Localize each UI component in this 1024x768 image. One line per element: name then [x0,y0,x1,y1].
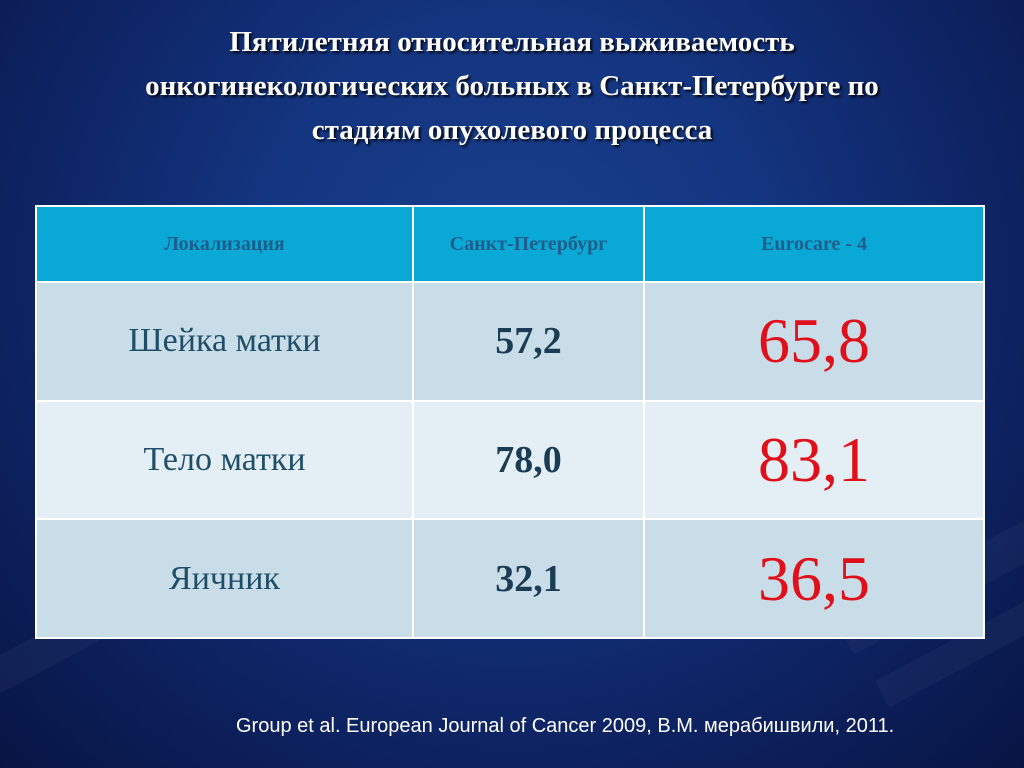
eurocare-value-cell: 65,8 [643,281,985,402]
spb-value-cell: 32,1 [412,518,645,639]
table-row: Яичник 32,1 36,5 [35,518,985,639]
survival-table: Локализация Санкт-Петербург Eurocare - 4… [35,205,985,639]
column-header-saint-petersburg: Санкт-Петербург [412,205,645,283]
spb-value-cell: 57,2 [412,281,645,402]
source-citation: Group et al. European Journal of Cancer … [236,715,895,737]
table-row: Шейка матки 57,2 65,8 [35,281,985,402]
slide-title: Пятилетняя относительная выживаемость он… [20,20,1004,152]
column-header-eurocare: Eurocare - 4 [643,205,985,283]
title-line: Пятилетняя относительная выживаемость [229,26,795,58]
eurocare-value-cell: 83,1 [643,399,985,521]
title-line: онкогинекологических больных в Санкт-Пет… [145,70,879,102]
location-cell: Шейка матки [35,281,414,402]
table-row: Тело матки 78,0 83,1 [35,399,985,521]
location-cell: Яичник [35,518,414,639]
spb-value-cell: 78,0 [412,399,645,521]
eurocare-value-cell: 36,5 [643,518,985,639]
column-header-location: Локализация [35,205,414,283]
location-cell: Тело матки [35,399,414,521]
title-line: стадиям опухолевого процесса [311,114,713,146]
table-header-row: Локализация Санкт-Петербург Eurocare - 4 [35,205,985,283]
